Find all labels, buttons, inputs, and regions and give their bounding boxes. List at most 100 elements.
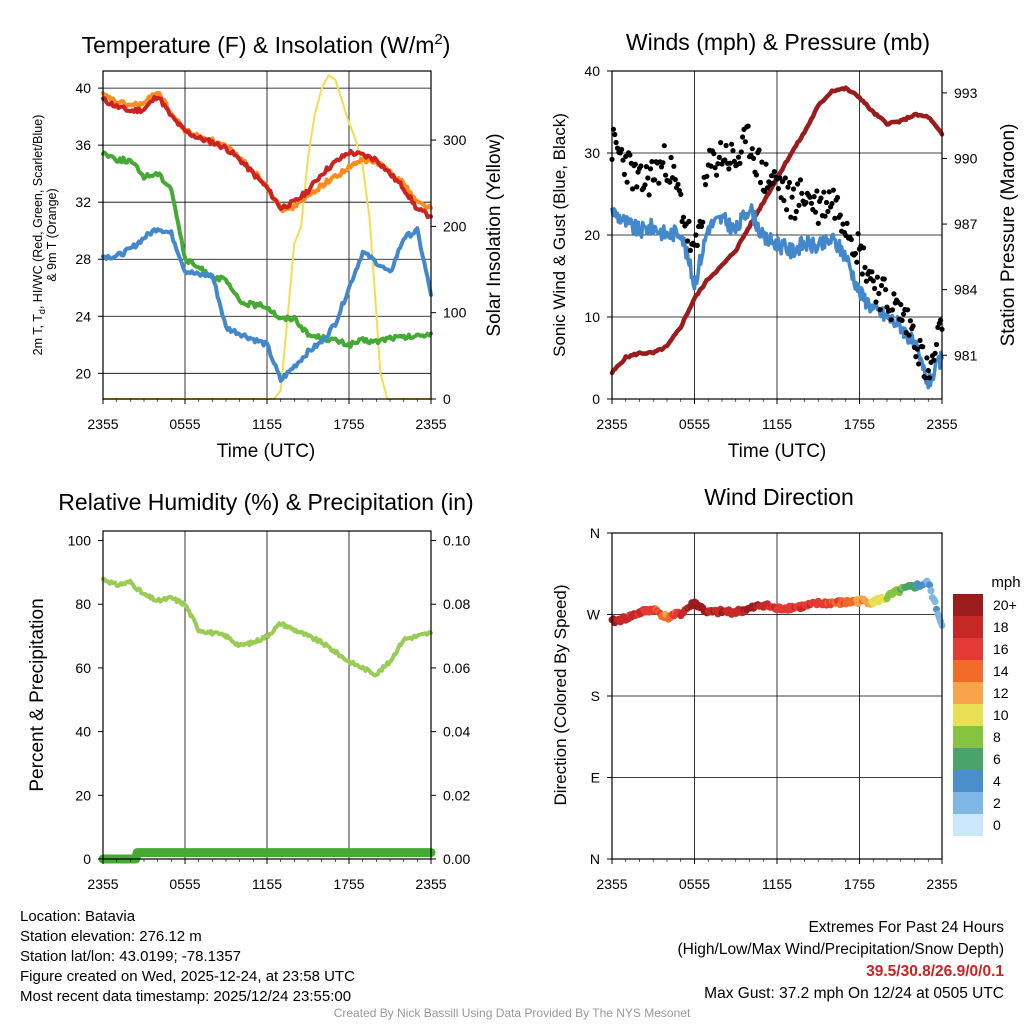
gust-point — [781, 197, 787, 204]
humidity-y-label: Percent & Precipitation — [27, 598, 48, 791]
y2-tick-label: 993 — [954, 85, 978, 101]
gust-point — [630, 186, 636, 192]
gust-point — [922, 375, 929, 381]
gust-point — [789, 194, 795, 200]
gust-point — [869, 269, 875, 275]
gust-point — [872, 285, 878, 292]
gust-point — [624, 179, 630, 185]
max-gust: Max Gust: 37.2 mph On 12/24 at 0505 UTC — [704, 985, 1004, 1002]
station-location: Location: Batavia — [20, 908, 136, 925]
station-info: Location: Batavia Station elevation: 276… — [20, 907, 355, 1007]
y-tick-label: N — [590, 525, 600, 541]
legend-swatch — [953, 704, 983, 726]
gust-point — [638, 163, 644, 169]
gust-point — [907, 318, 914, 324]
winds-y-label: Sonic Wind & Gust (Blue, Black) — [550, 113, 569, 357]
y-tick-label: 40 — [75, 80, 91, 96]
gust-point — [646, 192, 652, 198]
legend-swatch — [953, 792, 983, 814]
gust-point — [916, 361, 922, 367]
gust-point — [832, 215, 838, 221]
gust-point — [927, 375, 933, 381]
gust-point — [715, 161, 721, 167]
series-line-relative-humidity — [101, 576, 433, 678]
gust-point — [933, 341, 940, 348]
gust-point — [680, 214, 687, 220]
gust-point — [837, 212, 843, 218]
gust-point — [822, 213, 828, 219]
y2-tick-label: 0 — [443, 391, 451, 407]
temperature-y2-label: Solar Insolation (Yellow) — [484, 133, 505, 336]
gust-point — [795, 181, 801, 187]
gust-point — [779, 179, 786, 185]
station-latlon: Station lat/lon: 43.0199; -78.1357 — [20, 948, 242, 965]
credit-line: Created By Nick Bassill Using Data Provi… — [333, 1006, 691, 1020]
winds-y2-label: Station Pressure (Maroon) — [998, 124, 1019, 347]
x-tick-label: 2355 — [87, 416, 118, 432]
y2-tick-label: 990 — [954, 150, 978, 166]
gust-point — [660, 160, 666, 166]
x-tick-label: 1155 — [762, 416, 792, 432]
gust-point — [807, 194, 813, 200]
gust-point — [825, 208, 831, 215]
y-tick-label: 20 — [584, 227, 600, 243]
wind-direction-panel: Wind Direction 2355 0555 1155 1755 2355 N W S E N… — [551, 484, 1021, 892]
y2-tick-label: 300 — [443, 132, 467, 148]
x-tick-label: 1755 — [333, 876, 364, 892]
gust-point — [756, 147, 762, 153]
gust-point — [619, 146, 625, 153]
gust-point — [803, 199, 809, 206]
y-tick-label: S — [591, 688, 600, 704]
x-tick-label: 0555 — [169, 416, 200, 432]
gust-point — [675, 181, 681, 187]
svg-text:2m T, Td, HI/WC (Red, Green, S: 2m T, Td, HI/WC (Red, Green, Scarlet/Blu… — [31, 115, 47, 356]
gust-point — [667, 179, 673, 185]
temperature-x-label: Time (UTC) — [217, 441, 316, 462]
gust-point — [906, 332, 912, 338]
gust-point — [645, 175, 651, 181]
gust-point — [785, 184, 791, 190]
gust-point — [840, 221, 846, 227]
extremes-title: Extremes For Past 24 Hours — [808, 919, 1004, 936]
winds-panel-title: Winds (mph) & Pressure (mb) — [626, 29, 930, 55]
gust-point — [735, 154, 742, 160]
gust-point — [812, 209, 819, 215]
gust-point — [863, 278, 870, 284]
winds-x-label: Time (UTC) — [728, 441, 827, 462]
gust-point — [917, 337, 923, 343]
y2-tick-label: 200 — [443, 218, 467, 234]
gust-point — [716, 154, 722, 160]
gust-point — [656, 180, 662, 186]
legend-label: 12 — [993, 685, 1009, 701]
gust-point — [799, 190, 805, 196]
x-tick-label: 2355 — [926, 876, 957, 892]
x-tick-label: 2355 — [926, 416, 957, 432]
wind-direction-y-label: Direction (Colored By Speed) — [551, 584, 570, 805]
gust-point — [737, 160, 743, 166]
gust-point — [786, 179, 793, 186]
gust-point — [753, 172, 760, 178]
gust-point — [647, 166, 654, 172]
gust-point — [686, 218, 692, 224]
x-tick-label: 2355 — [596, 876, 627, 892]
gust-point — [898, 302, 904, 308]
gust-point — [924, 355, 930, 361]
legend-label: 4 — [993, 773, 1001, 789]
gust-point — [704, 173, 710, 179]
gust-point — [859, 271, 865, 277]
y-tick-label: 32 — [75, 194, 91, 210]
legend-label: 8 — [993, 729, 1001, 745]
y-tick-label: 24 — [75, 308, 91, 324]
gust-point — [829, 201, 835, 207]
extremes-subtitle: (High/Low/Max Wind/Precipitation/Snow De… — [677, 941, 1005, 958]
series-line-sonic-wind — [610, 203, 944, 390]
gust-point — [914, 346, 920, 352]
y-tick-label: W — [587, 607, 601, 623]
y2-tick-label: 0.08 — [443, 596, 470, 612]
gust-point — [672, 176, 678, 183]
gust-point — [718, 140, 724, 146]
y-tick-label: 60 — [75, 660, 91, 676]
gust-point — [788, 214, 794, 220]
y2-tick-label: 987 — [954, 216, 978, 232]
